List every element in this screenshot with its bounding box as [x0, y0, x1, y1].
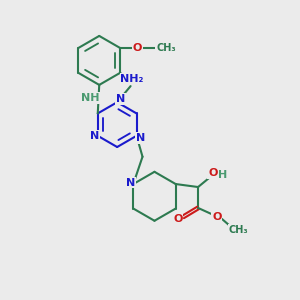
Text: N: N — [126, 178, 135, 188]
Text: N: N — [89, 131, 99, 141]
Text: O: O — [133, 43, 142, 53]
Text: O: O — [208, 168, 218, 178]
Text: CH₃: CH₃ — [156, 43, 176, 53]
Text: N: N — [116, 94, 125, 104]
Text: NH: NH — [81, 93, 99, 103]
Text: H: H — [218, 170, 227, 180]
Text: CH₃: CH₃ — [229, 225, 248, 235]
Text: N: N — [136, 133, 145, 143]
Text: NH₂: NH₂ — [120, 74, 144, 84]
Text: O: O — [212, 212, 222, 222]
Text: O: O — [173, 214, 182, 224]
